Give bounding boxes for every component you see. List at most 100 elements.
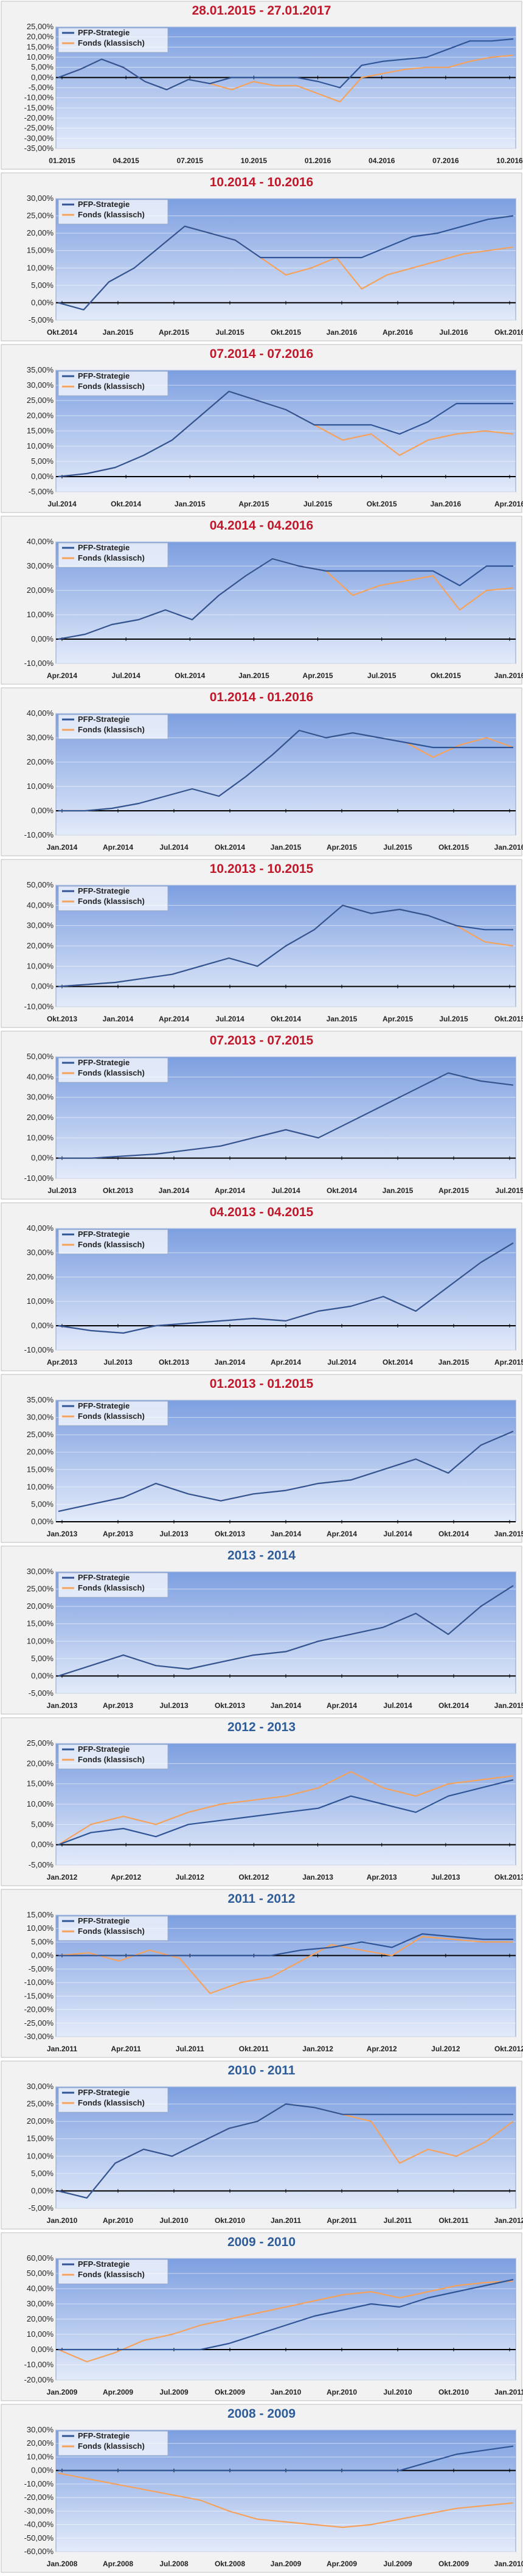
y-tick-label: 35,00% (27, 365, 54, 374)
series-line-pfp (58, 729, 513, 812)
x-tick-label: Jan.2009 (47, 2388, 78, 2396)
y-tick-label: 0,00% (31, 472, 54, 481)
y-tick-label: 10,00% (27, 1482, 54, 1491)
x-tick-label: Okt.2011 (438, 2216, 469, 2225)
legend-label: PFP-Strategie (78, 1745, 130, 1754)
y-tick-label: 10,00% (27, 441, 54, 450)
x-tick-label: Jan.2010 (47, 2216, 78, 2225)
x-tick-label: Jul.2015 (303, 500, 333, 508)
chart-svg: 0,00% 5,00% 10,00% 15,00% 20,00% 25,00% 30,00%… (1, 1374, 523, 1543)
legend-label: PFP-Strategie (78, 2088, 130, 2097)
x-tick-label: Jul.2008 (159, 2560, 189, 2568)
y-tick-label: -10,00% (24, 2360, 54, 2369)
legend-label: Fonds (klassisch) (78, 1240, 145, 1249)
y-tick-label: 10,00% (27, 782, 54, 791)
x-tick-label: Apr.2015 (327, 843, 357, 852)
chart-title: 2011 - 2012 (227, 1892, 296, 1906)
x-tick-label: Okt.2011 (239, 2045, 269, 2053)
series-line-pfp (58, 1584, 514, 1677)
series-line-pfp (58, 1933, 513, 1956)
x-tick-label: Jan.2015 (494, 1530, 523, 1538)
x-tick-label: Apr.2008 (103, 2560, 133, 2568)
chart-panel: -35,00% -30,00% -25,00% -20,00% -15,00% -10,0… (0, 0, 523, 172)
x-tick-label: 07.2015 (177, 156, 204, 165)
y-tick-label: 10,00% (27, 2151, 54, 2160)
legend-label: Fonds (klassisch) (78, 553, 145, 562)
y-tick-label: -15,00% (24, 1991, 54, 2000)
x-tick-label: Jul.2016 (439, 328, 468, 337)
y-tick-label: 0,00% (31, 2345, 54, 2354)
y-tick-label: 40,00% (27, 1072, 54, 1081)
y-tick-label: 0,00% (31, 72, 54, 82)
y-tick-label: -40,00% (24, 2520, 54, 2529)
x-tick-label: Apr.2013 (47, 1358, 77, 1367)
x-tick-label: Jan.2016 (494, 671, 523, 680)
x-tick-label: 01.2016 (305, 156, 331, 165)
chart-panel: 0,00% 5,00% 10,00% 15,00% 20,00% 25,00% 30,00%… (0, 1373, 523, 1545)
legend-label: PFP-Strategie (78, 2259, 130, 2269)
x-tick-label: 07.2016 (432, 156, 459, 165)
x-tick-label: Jan.2011 (494, 2388, 523, 2396)
x-tick-label: Apr.2014 (327, 1701, 357, 1710)
y-tick-label: 25,00% (27, 211, 54, 220)
x-tick-label: Jul.2011 (384, 2216, 412, 2225)
x-tick-label: Jan.2012 (47, 1873, 78, 1881)
y-tick-label: -20,00% (24, 113, 54, 122)
y-tick-label: 20,00% (27, 941, 54, 950)
y-tick-label: -20,00% (24, 2493, 54, 2502)
legend-label: Fonds (klassisch) (78, 38, 145, 47)
y-tick-label: 50,00% (27, 1052, 54, 1061)
series-line-pfp (58, 2278, 514, 2351)
y-tick-label: -10,00% (24, 1345, 54, 1354)
y-tick-label: 20,00% (27, 1759, 54, 1768)
series-line-pfp (58, 1242, 514, 1334)
y-tick-label: -5,00% (29, 1860, 54, 1869)
y-tick-label: 0,00% (31, 1951, 54, 1960)
chart-svg: -5,00% 0,00% 5,00% 10,00% 15,00% 20,00% 25,00%… (1, 1717, 523, 1886)
chart-title: 10.2014 - 10.2016 (209, 175, 314, 189)
y-tick-label: -30,00% (24, 2506, 54, 2515)
x-tick-label: Jan.2014 (215, 1358, 246, 1367)
chart-svg: -20,00% -10,00% 0,00% 10,00% 20,00% 30,00% 40,… (1, 2232, 523, 2401)
x-tick-label: Jan.2015 (271, 843, 302, 852)
x-tick-label: Apr.2010 (327, 2388, 357, 2396)
series-line-fonds (58, 2280, 514, 2363)
chart-svg: -5,00% 0,00% 5,00% 10,00% 15,00% 20,00% 25,00%… (1, 344, 523, 513)
series-line-pfp (58, 2103, 513, 2199)
y-tick-label: 30,00% (27, 194, 54, 203)
x-tick-label: Jan.2010 (494, 2560, 523, 2568)
series-line-fonds (58, 1771, 514, 1846)
x-tick-label: Jan.2014 (103, 1015, 134, 1023)
y-tick-label: -5,00% (29, 1689, 54, 1698)
x-tick-label: Jan.2011 (47, 2045, 77, 2053)
y-tick-label: 40,00% (27, 537, 54, 546)
x-tick-label: Okt.2009 (215, 2388, 245, 2396)
y-tick-label: 40,00% (27, 2284, 54, 2293)
y-tick-label: 10,00% (27, 1636, 54, 1645)
series-line-pfp (58, 390, 513, 478)
x-tick-label: Jul.2011 (176, 2045, 204, 2053)
y-tick-label: 15,00% (27, 2134, 54, 2143)
y-tick-label: 5,00% (31, 2169, 54, 2178)
x-tick-label: Jul.2010 (383, 2388, 412, 2396)
legend-label: Fonds (klassisch) (78, 1927, 145, 1936)
y-tick-label: 50,00% (27, 880, 54, 889)
series-line-pfp (58, 215, 514, 310)
legend-label: Fonds (klassisch) (78, 2270, 145, 2279)
y-tick-label: 15,00% (27, 1779, 54, 1788)
y-tick-label: 50,00% (27, 2269, 54, 2278)
x-tick-label: Apr.2012 (111, 1873, 141, 1881)
x-tick-label: Jul.2014 (215, 1015, 244, 1023)
y-tick-label: -10,00% (24, 659, 54, 668)
x-tick-label: Apr.2009 (327, 2560, 357, 2568)
x-tick-label: Apr.2014 (159, 1015, 189, 1023)
x-tick-label: Okt.2013 (47, 1015, 77, 1023)
x-tick-label: Apr.2013 (103, 1701, 133, 1710)
y-tick-label: 35,00% (27, 1395, 54, 1404)
chart-svg: -35,00% -30,00%-25,00% -20,00%-15,00%-10,0… (1, 1, 523, 170)
